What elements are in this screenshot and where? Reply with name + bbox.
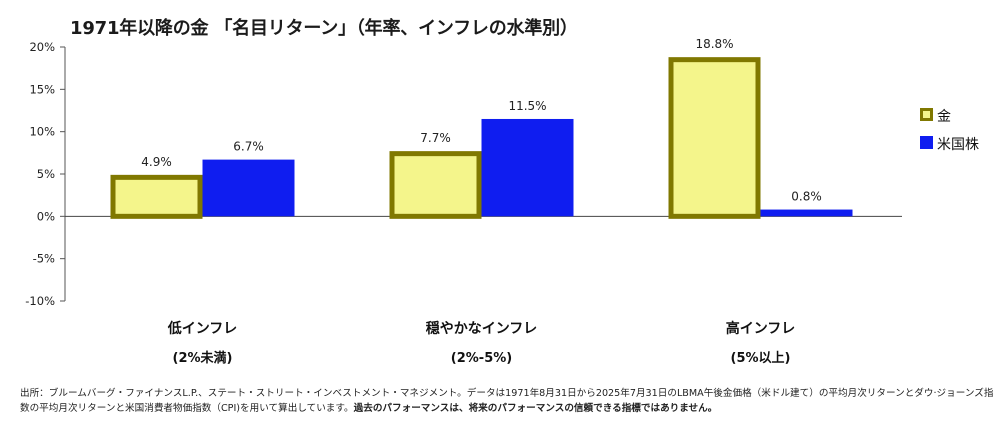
data-label: 18.8% (695, 37, 733, 51)
bar-us-stocks (202, 159, 295, 217)
y-tick-label: 10% (29, 125, 55, 139)
y-tick-label: 5% (37, 167, 55, 181)
legend-swatch-gold (920, 108, 933, 121)
data-label: 6.7% (233, 140, 264, 154)
bar-gold (668, 57, 761, 219)
bar-gold (110, 174, 203, 219)
category-label: 低インフレ (167, 320, 238, 337)
category-sublabel: (2%未満) (173, 350, 233, 366)
y-tick-label: -5% (33, 252, 55, 266)
bar-chart: 20% 15% 10% 5% 0% -5% -10% 4.9% 6.7% 低インフレ (2%未満) 7… (25, 37, 979, 366)
data-label: 0.8% (791, 190, 822, 204)
disclaimer-text: 過去のパフォーマンスは、将来のパフォーマンスの信頼できる指標ではありません。 (353, 403, 718, 414)
category-label: 穏やかなインフレ (426, 320, 538, 337)
y-tick-label: -10% (25, 294, 55, 308)
legend-label: 金 (937, 109, 951, 125)
y-tick-label: 20% (29, 40, 55, 54)
source-note: 出所：ブルームバーグ・ファイナンスL.P.、ステート・ストリート・インベストメン… (20, 386, 995, 416)
category-sublabel: (5%以上) (731, 351, 791, 366)
source-text: 出所：ブルームバーグ・ファイナンスL.P.、ステート・ストリート・インベストメン… (20, 388, 994, 414)
legend-swatch-us-stocks (920, 136, 933, 149)
bar-gold (389, 151, 482, 219)
data-label: 7.7% (420, 131, 451, 145)
data-label: 4.9% (141, 155, 172, 169)
category-sublabel: (2%-5%) (451, 351, 512, 366)
data-label: 11.5% (508, 99, 546, 113)
y-tick-label: 0% (37, 209, 55, 223)
y-tick-label: 15% (29, 82, 55, 96)
bar-us-stocks (760, 209, 853, 217)
category-label: 高インフレ (726, 320, 796, 337)
chart-title: 1971年以降の金 「名目リターン」（年率、インフレの水準別） (70, 18, 578, 39)
legend-label: 米国株 (937, 137, 979, 153)
bar-us-stocks (481, 118, 574, 217)
